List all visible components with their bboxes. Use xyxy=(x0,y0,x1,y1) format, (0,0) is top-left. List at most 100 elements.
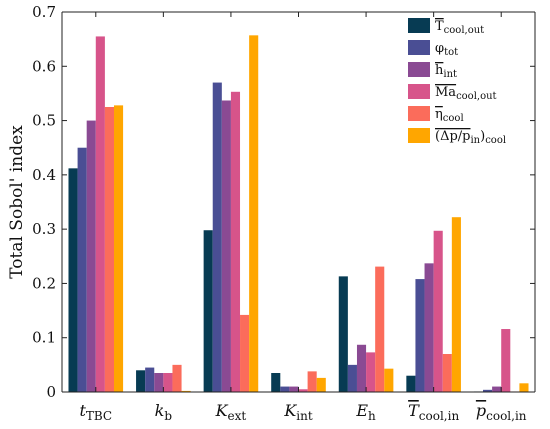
bar-cool-TBC xyxy=(104,107,114,392)
y-tick-label: 0.5 xyxy=(32,112,56,130)
legend-sub: cool xyxy=(443,113,464,124)
x-category-label: Eh xyxy=(355,401,376,423)
bars-layer xyxy=(68,35,529,393)
x-category-sub: TBC xyxy=(86,409,112,423)
bar-int-b xyxy=(154,373,164,392)
y-tick-label: 0.3 xyxy=(32,220,56,238)
legend-tail-sub: cool xyxy=(485,135,506,146)
bar-cool-out-b xyxy=(136,370,146,392)
bar-int-ext xyxy=(221,100,231,393)
legend-main: η xyxy=(435,107,443,122)
legend-main: h xyxy=(435,63,444,78)
bar-in-ext xyxy=(249,35,259,393)
bar-cool-out-h xyxy=(366,352,376,392)
legend-swatch xyxy=(408,84,430,99)
legend-main: T xyxy=(435,19,444,34)
bar-cool-out-cool-in xyxy=(433,230,443,392)
bar-cool-cool-in xyxy=(442,354,452,392)
legend-main: Ma xyxy=(435,85,456,100)
bar-in-h xyxy=(384,368,394,392)
x-category-sub: ext xyxy=(228,409,247,423)
bar-tot-cool-in xyxy=(415,279,425,392)
legend-swatch xyxy=(408,106,430,121)
x-category-sub: cool,in xyxy=(419,409,460,423)
bar-cool-ext xyxy=(240,314,250,392)
x-category-main: K xyxy=(283,401,297,420)
bar-int-h xyxy=(356,344,367,392)
bar-cool-h xyxy=(375,266,385,392)
legend-entry: (Δp/pin)cool xyxy=(435,129,506,146)
bar-tot-int xyxy=(280,386,290,392)
x-category-main: k xyxy=(155,401,165,420)
legend-entry: Macool,out xyxy=(435,85,497,102)
bar-in-b xyxy=(181,390,191,392)
legend-sub: int xyxy=(443,69,457,80)
x-category-label: Kext xyxy=(215,401,247,423)
x-category-label: tTBC xyxy=(79,401,112,423)
bar-cool-out-h xyxy=(338,276,348,392)
legend-entry: ηcool xyxy=(435,107,464,124)
legend-entry: hint xyxy=(435,63,457,80)
y-axis-title: Total Sobol' index xyxy=(7,125,27,279)
bar-cool-out-ext xyxy=(230,91,241,393)
bar-cool-out-b xyxy=(163,373,173,392)
bar-cool-out-TBC xyxy=(95,36,105,393)
y-tick-label: 0.1 xyxy=(32,329,56,347)
x-category-sub: int xyxy=(296,409,313,423)
bar-tot-h xyxy=(347,364,357,392)
y-tick-label: 0.4 xyxy=(32,166,56,184)
x-category-labels: tTBC kb Kext Kint Eh Tcool,in pcool,in xyxy=(79,12,527,423)
bar-cool-out-cool-in xyxy=(406,375,416,392)
x-category-label: Kint xyxy=(283,401,313,423)
x-category-label: pcool,in xyxy=(476,401,527,423)
y-tick-label: 0.2 xyxy=(32,274,56,292)
x-category-main: t xyxy=(79,401,86,420)
x-category-main: K xyxy=(215,401,229,420)
x-category-sub: b xyxy=(164,409,172,423)
bar-cool-out-ext xyxy=(203,230,213,392)
legend-swatch xyxy=(408,128,430,143)
y-tick-label: 0.7 xyxy=(32,3,56,21)
bar-in-cool-in xyxy=(519,383,529,392)
legend-entry: φtot xyxy=(435,41,458,58)
bar-tot-cool-in xyxy=(483,389,493,392)
bar-cool-int xyxy=(307,371,317,392)
legend-sub: cool,out xyxy=(456,91,497,102)
bar-int-cool-in xyxy=(424,263,434,392)
x-category-main: p xyxy=(476,401,486,420)
bar-int-cool-in xyxy=(492,386,502,392)
legend-swatch xyxy=(408,40,430,55)
y-tick-label: 0 xyxy=(46,383,56,401)
y-ticks-layer: 0 0.1 0.2 0.3 0.4 0.5 0.6 0.7 xyxy=(32,3,535,401)
bar-int-TBC xyxy=(86,120,96,392)
bar-tot-ext xyxy=(212,82,222,392)
legend-sub: tot xyxy=(444,47,458,58)
legend-sub: cool,out xyxy=(444,25,485,36)
x-category-label: kb xyxy=(155,401,173,423)
legend: Tcool,outφtothintMacool,outηcool(Δp/pin)… xyxy=(408,18,506,146)
x-category-sub: cool,in xyxy=(486,409,527,423)
legend-entry: Tcool,out xyxy=(435,19,484,36)
x-category-label: Tcool,in xyxy=(408,401,459,423)
legend-swatch xyxy=(408,62,430,77)
x-category-main: E xyxy=(355,401,368,420)
bar-cool-out-int xyxy=(271,373,281,392)
bar-cool-out-cool-in xyxy=(501,329,511,392)
axes-layer xyxy=(61,11,536,393)
bar-tot-b xyxy=(145,367,155,392)
bar-in-TBC xyxy=(113,105,124,393)
x-category-main: T xyxy=(408,401,420,420)
legend-tail: ) xyxy=(480,129,485,144)
bar-in-int xyxy=(316,377,326,392)
legend-swatch xyxy=(408,18,430,33)
bar-cool-b xyxy=(172,364,182,392)
bar-in-cool-in xyxy=(451,217,461,392)
bar-cool-out-TBC xyxy=(68,168,78,392)
bar-cool-out-int xyxy=(298,389,308,392)
x-category-sub: h xyxy=(368,409,376,423)
y-tick-label: 0.6 xyxy=(32,57,56,75)
legend-main: (Δp/p xyxy=(435,129,470,144)
bar-tot-TBC xyxy=(77,147,87,392)
legend-main: φ xyxy=(435,41,444,56)
